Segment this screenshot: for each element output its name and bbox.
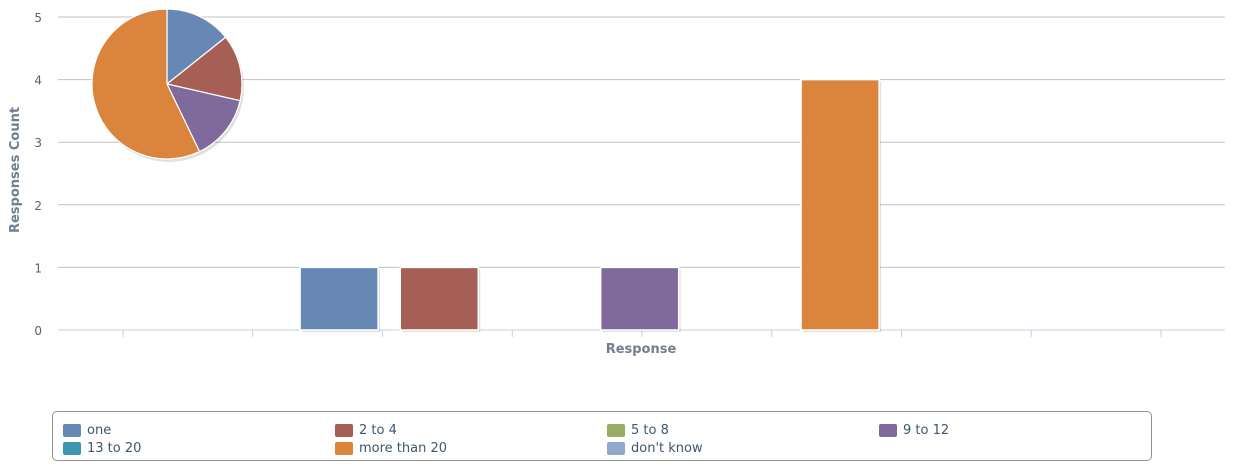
- legend-item-one[interactable]: one: [63, 421, 111, 439]
- legend-label: don't know: [631, 440, 703, 456]
- pie-slice-2-to-4[interactable]: [165, 36, 243, 102]
- pie-slice-one[interactable]: [166, 8, 227, 86]
- y-tick-label: 2: [34, 199, 42, 213]
- legend-swatch: [607, 441, 625, 455]
- legend-item-more-than-20[interactable]: more than 20: [335, 439, 447, 457]
- legend-label: 2 to 4: [359, 422, 397, 438]
- y-axis-tick-labels: 0 1 2 3 4 5: [34, 11, 42, 338]
- y-axis-title: Responses Count: [8, 107, 23, 233]
- legend-item-2-to-4[interactable]: 2 to 4: [335, 421, 397, 439]
- chart: 0 1 2 3 4 5 Response Responses Count: [8, 8, 1225, 357]
- legend-label: more than 20: [359, 440, 448, 456]
- legend-swatch: [63, 423, 81, 437]
- legend-item-13-to-20[interactable]: 13 to 20: [63, 439, 141, 457]
- legend-label: 5 to 8: [631, 422, 669, 438]
- grid-lines: [58, 16, 1225, 331]
- legend-label: one: [87, 422, 112, 438]
- legend-item-9-to-12[interactable]: 9 to 12: [879, 421, 949, 439]
- bar-one[interactable]: [299, 266, 379, 331]
- legend-item-don-t-know[interactable]: don't know: [607, 439, 703, 457]
- y-tick-label: 1: [34, 261, 42, 275]
- pie-slice-9-to-12[interactable]: [165, 83, 241, 153]
- legend-label: 9 to 12: [903, 422, 950, 438]
- legend-swatch: [335, 441, 353, 455]
- legend-swatch: [607, 423, 625, 437]
- legend-item-5-to-8[interactable]: 5 to 8: [607, 421, 669, 439]
- bar-9-to-12[interactable]: [599, 266, 680, 331]
- legend: one 2 to 4 5 to 8 9 to 12 13 to 20 more than …: [52, 411, 1152, 461]
- legend-swatch: [63, 441, 81, 455]
- legend-swatch: [879, 423, 897, 437]
- y-tick-label: 3: [34, 136, 42, 150]
- x-axis-title: Response: [606, 342, 677, 357]
- bar-2-to-4[interactable]: [399, 266, 480, 331]
- y-tick-label: 0: [34, 324, 42, 338]
- legend-swatch: [335, 423, 353, 437]
- x-axis-ticks: [122, 330, 1162, 337]
- bars: [299, 78, 882, 332]
- y-tick-label: 5: [34, 11, 42, 25]
- legend-label: 13 to 20: [87, 440, 142, 456]
- y-tick-label: 4: [34, 74, 42, 88]
- inset-pie-chart: [91, 8, 244, 162]
- bar-more-than-20[interactable]: [800, 78, 880, 331]
- pie-slice-more-than-20[interactable]: [91, 8, 201, 160]
